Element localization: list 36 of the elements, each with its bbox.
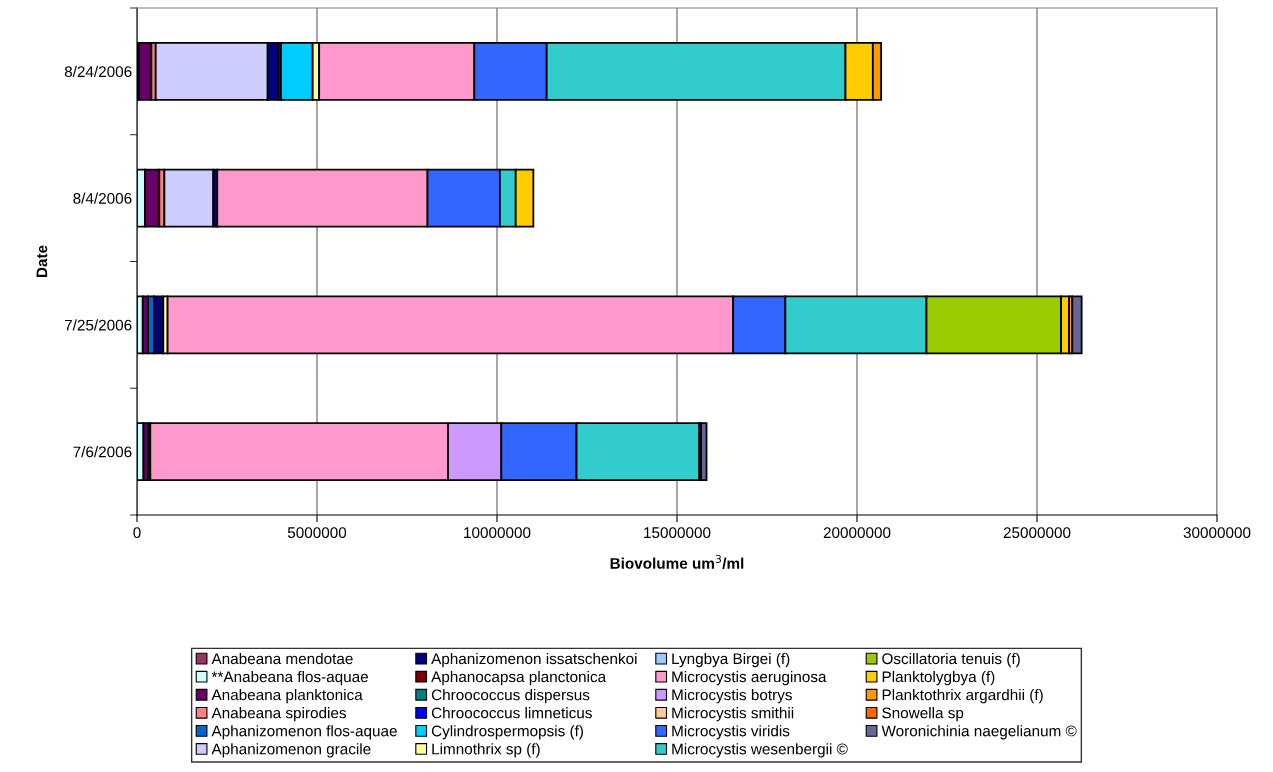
legend-label: Aphanocapsa planctonica [431, 670, 607, 686]
legend-label: Aphanizomenon gracile [211, 743, 371, 758]
legend-label: Aphanizomenon flos-aquae [211, 725, 397, 740]
legend-label: Anabeana spirodies [211, 707, 347, 722]
x-tick-label: 30000000 [1183, 527, 1251, 539]
x-tick-label: 15000000 [644, 527, 711, 539]
x-tick-label: 5000000 [287, 527, 347, 539]
legend-label: Snowella sp [882, 707, 964, 722]
legend-label: Microcystis viridis [672, 725, 790, 740]
legend-label: Limnothrix sp (f) [432, 743, 540, 758]
legend-label: Woronichinia naegelianum © [881, 725, 1077, 740]
legend-label: Microcystis smithii [672, 707, 794, 722]
x-tick-label: 25000000 [1003, 527, 1071, 539]
legend-label: **Anabeana flos-aquae [211, 670, 368, 686]
legend-label: Planktothrix argardhii (f) [882, 689, 1043, 704]
legend-label: Cylindrospermopsis (f) [431, 725, 583, 740]
legend-label: Oscillatoria tenuis (f) [882, 652, 1020, 668]
y-tick-label: 7/25/2006 [64, 319, 132, 331]
y-tick-label: 7/6/2006 [73, 446, 132, 458]
y-tick-label: 8/24/2006 [64, 65, 132, 78]
legend-label: Planktolygbya (f) [882, 670, 995, 686]
x-tick-label: 20000000 [823, 527, 891, 539]
y-axis-title: Date [36, 245, 48, 278]
legend-label: Chroococcus limneticus [431, 707, 592, 719]
x-axis-title: Biovolume um$^{3}$/ml [610, 554, 744, 569]
y-tick-label: 8/4/2006 [73, 192, 132, 204]
legend-label: Microcystis aeruginosa [672, 670, 827, 686]
legend-label: Anabeana mendotae [211, 652, 353, 665]
legend-label: Microcystis botrys [672, 689, 792, 704]
legend-label: Lyngbya Birgei (f) [672, 652, 790, 668]
legend-label: Microcystis wesenbergii © [672, 743, 848, 758]
x-tick-label: 0 [133, 527, 141, 539]
x-tick-label: 10000000 [464, 527, 531, 539]
legend-label: Aphanizomenon issatschenkoi [431, 652, 637, 668]
legend-label: Chroococcus dispersus [431, 689, 590, 704]
legend-label: Anabeana planktonica [211, 689, 363, 704]
